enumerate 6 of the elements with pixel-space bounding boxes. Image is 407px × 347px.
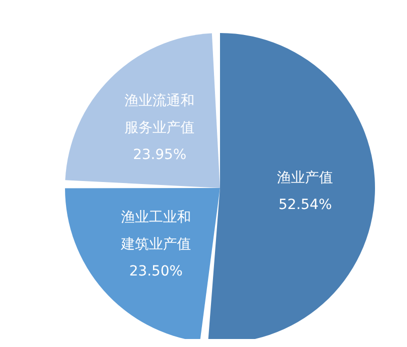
slice-label: 渔业产值	[277, 170, 334, 186]
slice-label: 渔业工业和建筑业产值	[120, 209, 191, 252]
data-label: 23.95%	[132, 146, 186, 163]
data-label: 23.50%	[129, 263, 183, 280]
data-label: 52.54%	[278, 196, 332, 213]
slice-label: 渔业流通和服务业产值	[124, 92, 195, 136]
